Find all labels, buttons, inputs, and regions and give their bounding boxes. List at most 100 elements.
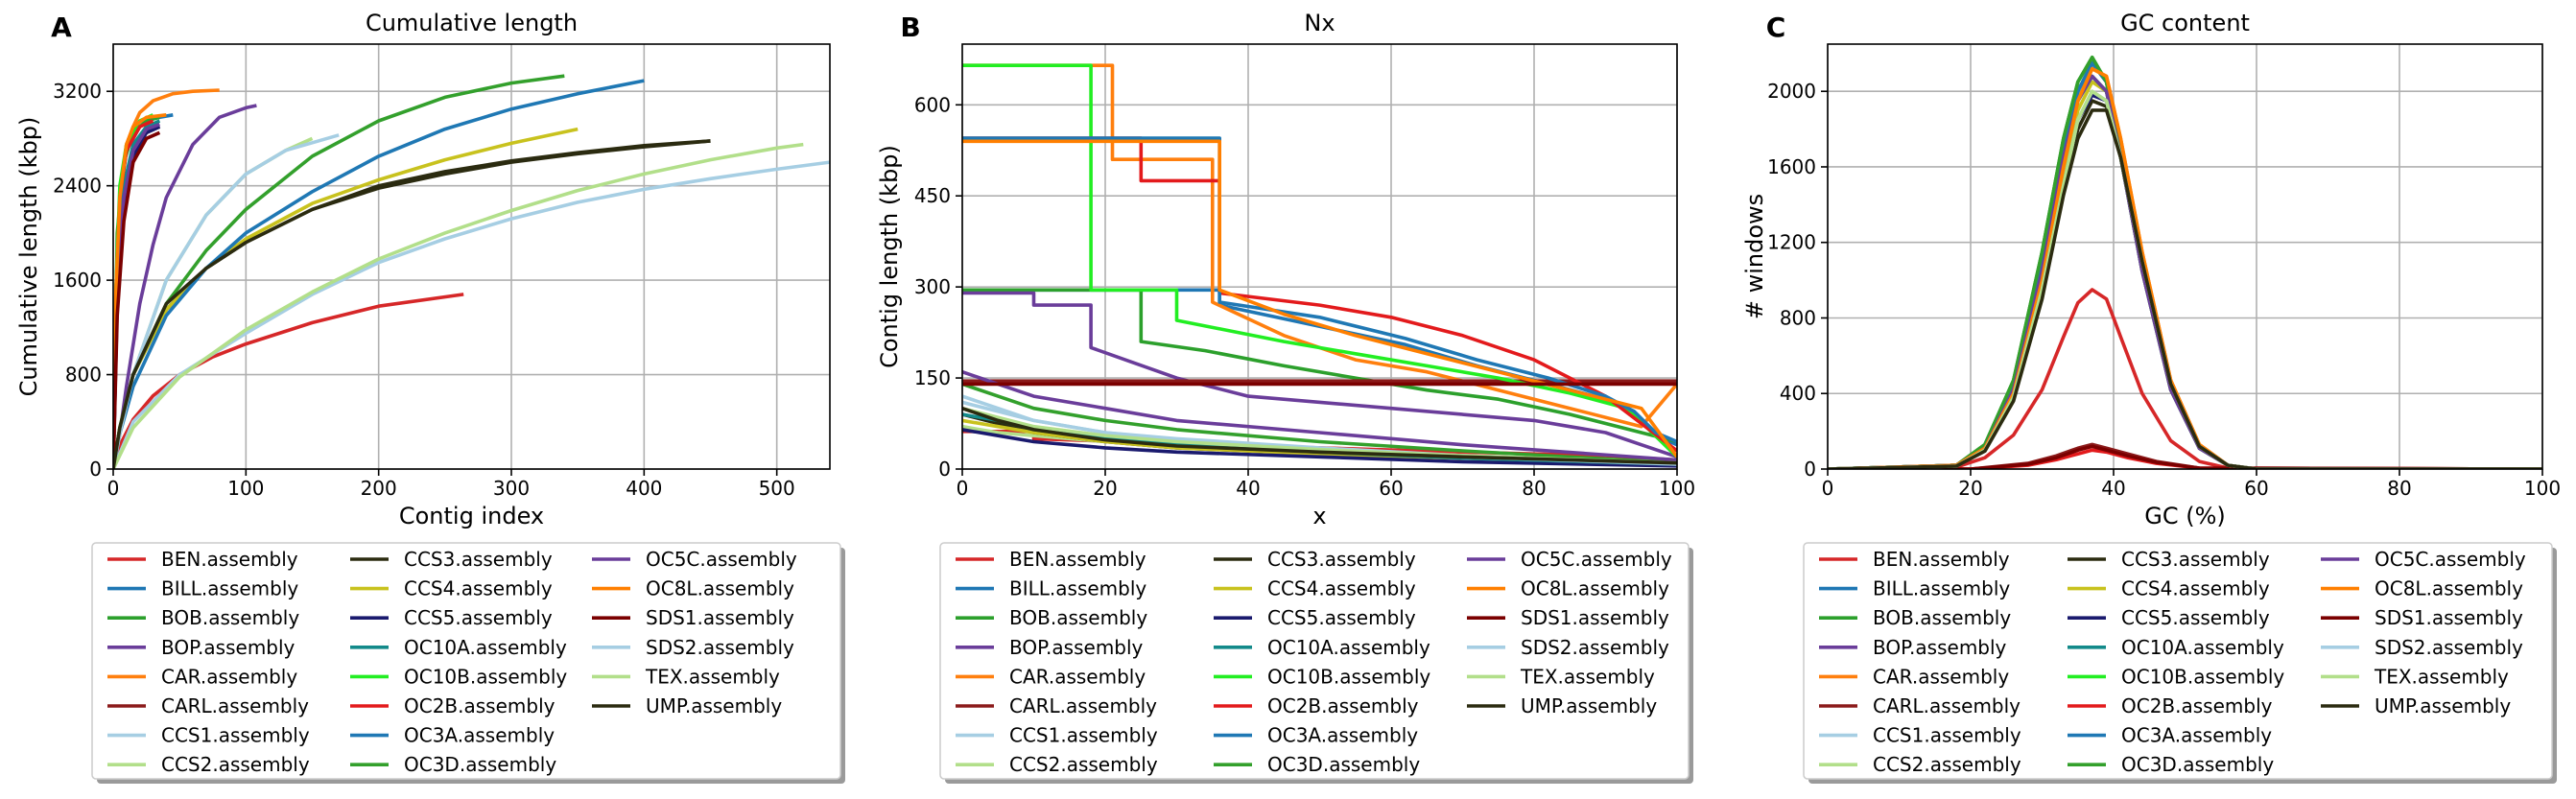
legend-label: SDS1.assembly	[1521, 606, 1669, 629]
legend-item: CCS5.assembly	[2068, 606, 2270, 629]
legend-item: BEN.assembly	[1819, 548, 2010, 571]
legend-label: CCS3.assembly	[1267, 548, 1416, 571]
legend-label: OC10B.assembly	[1267, 665, 1430, 688]
legend-item: OC10B.assembly	[350, 665, 567, 688]
legend-item: CCS3.assembly	[350, 548, 553, 571]
legend-label: CCS2.assembly	[161, 753, 310, 776]
series-line-oc3a	[1828, 60, 2542, 469]
legend-item: OC5C.assembly	[592, 548, 797, 571]
legend-item: BILL.assembly	[1819, 577, 2010, 600]
x-tick-label: 100	[2524, 477, 2561, 500]
legend-item: CAR.assembly	[956, 665, 1146, 688]
legend-item: CCS5.assembly	[350, 606, 553, 629]
legend-label: CCS5.assembly	[1267, 606, 1416, 629]
legend-label: BOB.assembly	[1873, 606, 2011, 629]
legend-item: SDS2.assembly	[2321, 636, 2523, 659]
legend-label: BOB.assembly	[161, 606, 299, 629]
series-line-ump	[1828, 108, 2542, 469]
legend-label: OC3A.assembly	[1267, 724, 1418, 747]
series-line-oc3d	[1828, 55, 2542, 469]
y-axis-label: # windows	[1741, 194, 1768, 319]
series-line-ccs4	[113, 127, 579, 469]
legend-item: BEN.assembly	[107, 548, 298, 571]
y-tick-label: 0	[1804, 458, 1816, 481]
axes-frame	[1827, 43, 2543, 470]
legend-label: SDS1.assembly	[646, 606, 794, 629]
legend-label: CCS1.assembly	[1873, 724, 2021, 747]
legend-label: CCS1.assembly	[1009, 724, 1158, 747]
x-axis-label: GC (%)	[2144, 503, 2226, 529]
series-group	[1828, 55, 2542, 469]
x-tick-label: 100	[227, 477, 264, 500]
legend-item: OC8L.assembly	[2321, 577, 2523, 600]
series-group	[962, 63, 1677, 468]
chart-title: Nx	[1304, 10, 1335, 36]
legend-label: OC8L.assembly	[646, 577, 794, 600]
legend-item: CCS2.assembly	[956, 753, 1158, 776]
legend-label: OC5C.assembly	[2375, 548, 2526, 571]
legend-item: BOB.assembly	[956, 606, 1147, 629]
series-line-bop	[962, 291, 1677, 459]
legend-label: SDS2.assembly	[646, 636, 794, 659]
y-tick-label: 2000	[1767, 80, 1816, 103]
y-tick-label: 600	[914, 93, 951, 116]
y-tick-label: 0	[938, 458, 951, 481]
y-axis-label: Contig length (kbp)	[876, 145, 903, 368]
legend-item: OC3A.assembly	[2068, 724, 2272, 747]
legend-label: CCS4.assembly	[2121, 577, 2270, 600]
series-line-bob	[1828, 55, 2542, 469]
legend-label: OC10A.assembly	[1267, 636, 1430, 659]
legend-item: OC2B.assembly	[350, 694, 555, 717]
legend-item: OC2B.assembly	[2068, 694, 2273, 717]
legend-item: OC3D.assembly	[350, 753, 556, 776]
legend-label: BOP.assembly	[1009, 636, 1144, 659]
y-tick-label: 450	[914, 184, 951, 207]
panel-B: 0 20 40 60 80 100 0 150 300 450 600 Nx x Contig lengt…	[876, 10, 1695, 784]
chart-title: GC content	[2120, 10, 2250, 36]
legend-label: CAR.assembly	[161, 665, 297, 688]
x-tick-label: 20	[1958, 477, 1982, 500]
legend-item: CCS2.assembly	[1819, 753, 2021, 776]
legend-item: BILL.assembly	[107, 577, 298, 600]
series-line-bob	[962, 288, 1677, 444]
legend: BEN.assembly BILL.assembly BOB.assembly BOP…	[1803, 542, 2557, 784]
y-axis-label: Cumulative length (kbp)	[15, 117, 42, 397]
y-tick-label: 300	[914, 275, 951, 298]
x-axis-label: Contig index	[399, 503, 544, 529]
legend-item: CARL.assembly	[107, 694, 309, 717]
series-line-tex	[113, 142, 804, 469]
legend-item: CCS5.assembly	[1214, 606, 1416, 629]
legend-item: CCS3.assembly	[2068, 548, 2270, 571]
y-tick-label: 2400	[53, 175, 102, 198]
legend-label: CARL.assembly	[1009, 694, 1157, 717]
legend-label: OC3D.assembly	[404, 753, 556, 776]
legend-label: OC5C.assembly	[646, 548, 797, 571]
legend-box	[1803, 542, 2553, 780]
legend-label: OC2B.assembly	[2121, 694, 2273, 717]
legend-item: OC3D.assembly	[2068, 753, 2274, 776]
legend-label: UMP.assembly	[1521, 694, 1657, 717]
y-tick-label: 800	[1780, 306, 1816, 329]
y-tick-label: 3200	[53, 80, 102, 103]
legend-item: CCS2.assembly	[107, 753, 310, 776]
legend-item: CAR.assembly	[1819, 665, 2009, 688]
x-tick-label: 400	[626, 477, 662, 500]
legend-item: UMP.assembly	[1467, 694, 1657, 717]
legend-item: OC5C.assembly	[2321, 548, 2526, 571]
chart-title: Cumulative length	[366, 10, 578, 36]
legend-label: TEX.assembly	[645, 665, 780, 688]
series-line-oc3a	[962, 136, 1677, 444]
x-tick-label: 0	[957, 477, 969, 500]
legend-item: UMP.assembly	[592, 694, 782, 717]
legend-label: CAR.assembly	[1873, 665, 2009, 688]
x-tick-label: 500	[759, 477, 795, 500]
legend-label: OC5C.assembly	[1521, 548, 1672, 571]
legend-label: BOB.assembly	[1009, 606, 1147, 629]
x-tick-label: 40	[2101, 477, 2125, 500]
legend-item: CCS4.assembly	[350, 577, 553, 600]
x-tick-label: 80	[1522, 477, 1546, 500]
x-tick-label: 100	[1659, 477, 1695, 500]
legend-item: TEX.assembly	[1467, 665, 1655, 688]
legend-label: CAR.assembly	[1009, 665, 1146, 688]
legend-item: CARL.assembly	[1819, 694, 2021, 717]
